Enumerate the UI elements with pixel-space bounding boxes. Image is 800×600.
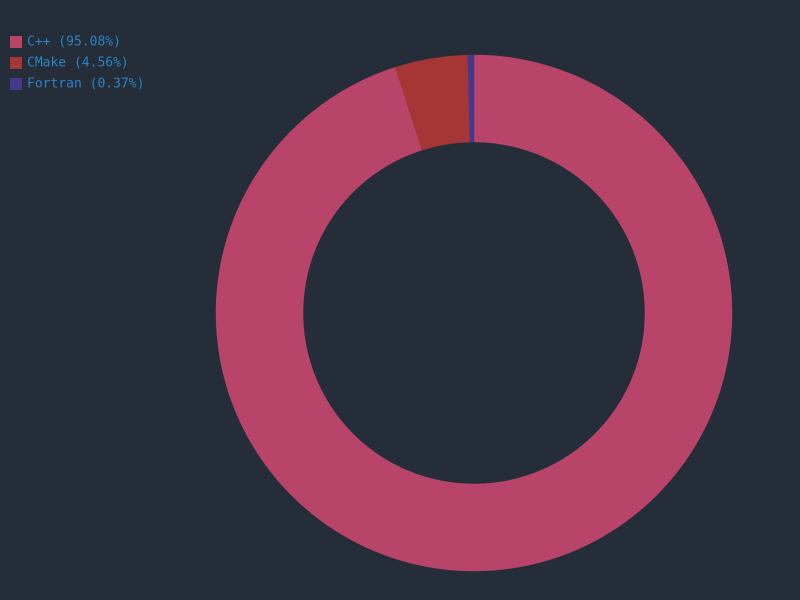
donut-slice [215,54,733,572]
legend-label: CMake (4.56%) [27,56,129,71]
legend-swatch [10,78,22,90]
legend-label: Fortran (0.37%) [27,77,144,92]
donut-slice [467,54,475,143]
legend-swatch [10,36,22,48]
legend-label: C++ (95.08%) [27,35,121,50]
legend-swatch [10,57,22,69]
